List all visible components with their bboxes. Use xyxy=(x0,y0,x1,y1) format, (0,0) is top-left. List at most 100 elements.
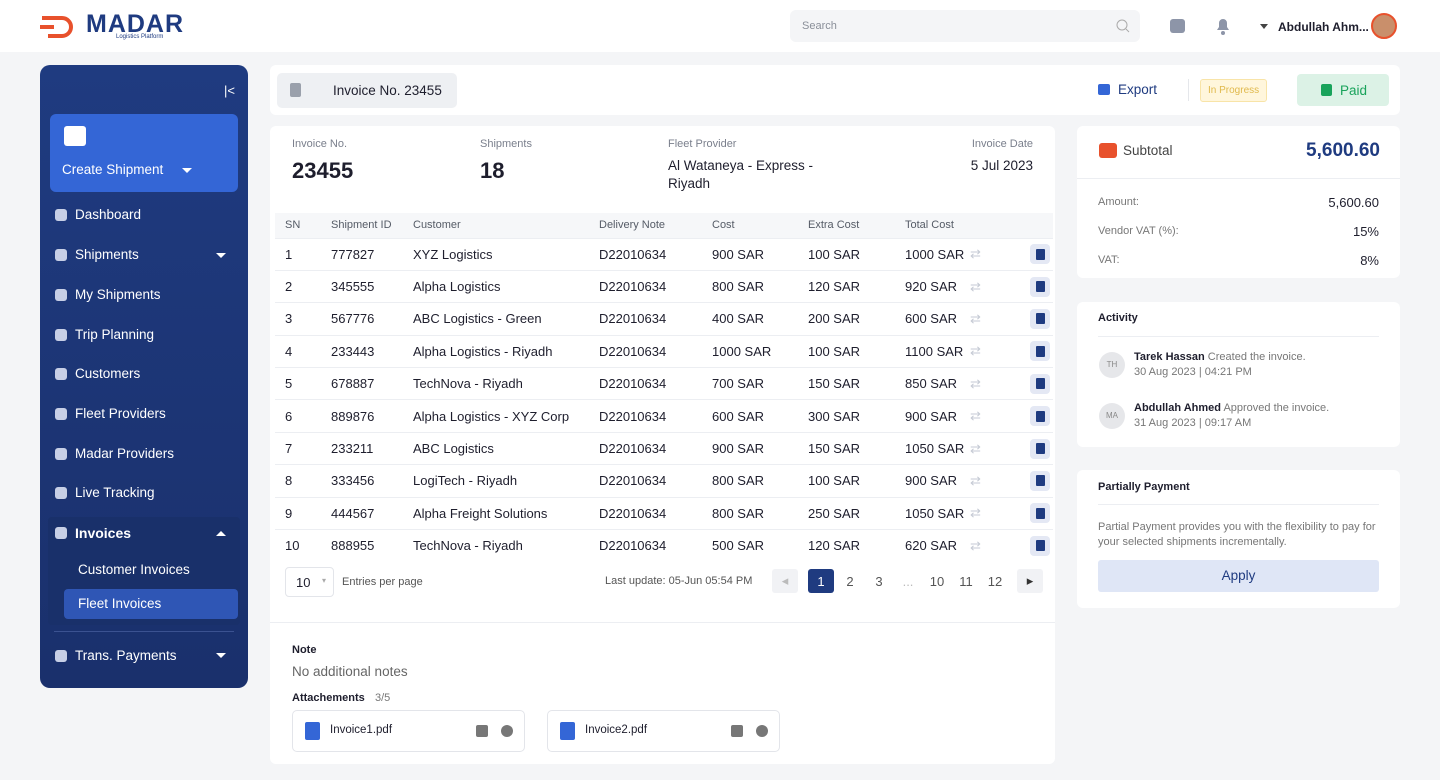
nav-item[interactable]: Fleet Providers xyxy=(55,406,166,421)
nav-item[interactable]: Shipments xyxy=(55,247,139,262)
sub-nav-active[interactable]: Fleet Invoices xyxy=(64,589,238,619)
download-button[interactable] xyxy=(476,725,488,737)
page-button[interactable]: 12 xyxy=(987,573,1003,589)
avatar: TH xyxy=(1099,352,1125,378)
nav-item[interactable]: My Shipments xyxy=(55,287,161,302)
table-cell: 300 SAR xyxy=(798,399,895,433)
doc-button[interactable] xyxy=(1030,244,1050,265)
file-name: Invoice2.pdf xyxy=(585,724,648,736)
create-caret xyxy=(182,168,192,173)
nav-icon xyxy=(55,208,67,221)
file-name: Invoice1.pdf xyxy=(330,724,393,736)
page-button[interactable]: ... xyxy=(902,573,914,589)
table-cell: 800 SAR xyxy=(702,496,798,530)
swap-icon[interactable]: ⇄ xyxy=(970,440,981,456)
next-page[interactable]: ▸ xyxy=(1017,569,1043,593)
swap-icon[interactable]: ⇄ xyxy=(970,278,981,294)
nav-item[interactable]: Customers xyxy=(55,366,140,381)
swap-icon[interactable]: ⇄ xyxy=(970,246,981,262)
summary-value: 5 Jul 2023 xyxy=(970,158,1033,173)
page-button[interactable]: 10 xyxy=(929,573,945,589)
doc-cell xyxy=(1020,496,1053,530)
doc-button[interactable] xyxy=(1030,535,1050,556)
paid-button[interactable]: Paid xyxy=(1297,74,1389,106)
swap-cell: ⇄ xyxy=(960,529,1020,562)
swap-icon[interactable]: ⇄ xyxy=(970,343,981,359)
table-cell: 1 xyxy=(275,237,321,271)
swap-icon[interactable]: ⇄ xyxy=(970,472,981,488)
doc-cell xyxy=(1020,399,1053,433)
doc-button[interactable] xyxy=(1030,406,1050,427)
doc-icon xyxy=(1035,345,1045,357)
table-cell: Alpha Logistics - XYZ Corp xyxy=(403,399,589,433)
table-body: 1 777827 XYZ Logistics D22010634 900 SAR 100 … xyxy=(275,237,1053,562)
page-size-select[interactable]: 10 ▾ xyxy=(285,567,334,597)
swap-icon[interactable]: ⇄ xyxy=(970,505,981,521)
prev-page[interactable]: ◂ xyxy=(772,569,798,593)
table-row: 1 777827 XYZ Logistics D22010634 900 SAR 100 … xyxy=(275,237,1053,271)
page-button[interactable]: 2 xyxy=(846,573,854,589)
table-cell: D22010634 xyxy=(589,431,702,465)
export-button[interactable]: Export xyxy=(1118,82,1158,97)
swap-cell: ⇄ xyxy=(960,367,1020,400)
user-avatar[interactable] xyxy=(1371,13,1397,39)
activity-user: Abdullah Ahmed xyxy=(1134,402,1221,414)
search-box[interactable]: Search xyxy=(790,10,1140,42)
user-name[interactable]: Abdullah Ahm... xyxy=(1278,20,1369,34)
activity-time: 30 Aug 2023 | 04:21 PM xyxy=(1134,366,1252,378)
nav-item[interactable]: Trip Planning xyxy=(55,327,154,342)
table-cell: Alpha Logistics xyxy=(403,269,589,303)
table-cell: 888955 xyxy=(321,529,403,562)
table-cell: 900 SAR xyxy=(702,431,798,465)
file-icon xyxy=(560,722,575,740)
remove-button[interactable] xyxy=(501,725,513,737)
doc-button[interactable] xyxy=(1030,503,1050,524)
attachment[interactable]: Invoice2.pdf xyxy=(547,710,780,752)
page-button[interactable]: 3 xyxy=(875,573,883,589)
summary-value: 23455 xyxy=(292,158,354,183)
nav-item[interactable]: Invoices xyxy=(55,525,131,541)
attachment[interactable]: Invoice1.pdf xyxy=(292,710,525,752)
user-caret[interactable] xyxy=(1260,24,1268,29)
doc-cell xyxy=(1020,367,1053,400)
column-header: Customer xyxy=(403,213,589,238)
apply-button[interactable]: Apply xyxy=(1098,560,1379,592)
swap-icon[interactable]: ⇄ xyxy=(970,310,981,326)
table-cell: 233211 xyxy=(321,431,403,465)
sub-nav-item[interactable]: Customer Invoices xyxy=(78,562,190,577)
doc-button[interactable] xyxy=(1030,308,1050,329)
table-cell: Alpha Freight Solutions xyxy=(403,496,589,530)
table-cell: D22010634 xyxy=(589,269,702,303)
swap-icon[interactable]: ⇄ xyxy=(970,408,981,424)
swap-icon[interactable]: ⇄ xyxy=(970,375,981,391)
entries-label: Entries per page xyxy=(342,576,423,588)
collapse-button[interactable]: |< xyxy=(224,83,235,98)
help-icon[interactable] xyxy=(1170,19,1185,33)
table-cell: 10 xyxy=(275,529,321,562)
download-button[interactable] xyxy=(731,725,743,737)
swap-icon[interactable]: ⇄ xyxy=(970,537,981,553)
doc-icon xyxy=(1035,410,1045,422)
search-placeholder: Search xyxy=(802,20,837,32)
nav-label: Shipments xyxy=(75,247,139,262)
doc-button[interactable] xyxy=(1030,276,1050,297)
doc-button[interactable] xyxy=(1030,438,1050,459)
create-shipment-button[interactable]: Create Shipment xyxy=(50,114,238,192)
partial-payment-card: Partially Payment Partial Payment provid… xyxy=(1077,470,1400,608)
doc-button[interactable] xyxy=(1030,373,1050,394)
header-bar: Invoice No. 23455 Export In Progress Pai… xyxy=(270,65,1400,115)
remove-button[interactable] xyxy=(756,725,768,737)
activity-time: 31 Aug 2023 | 09:17 AM xyxy=(1134,417,1252,429)
nav-item[interactable]: Madar Providers xyxy=(55,446,174,461)
attachments-title: Attachements xyxy=(292,692,365,704)
swap-cell: ⇄ xyxy=(960,399,1020,433)
doc-button[interactable] xyxy=(1030,341,1050,362)
notification-icon[interactable] xyxy=(1215,16,1231,36)
page-button[interactable]: 11 xyxy=(959,573,973,589)
table-cell: 100 SAR xyxy=(798,334,895,368)
nav-item[interactable]: Live Tracking xyxy=(55,485,155,500)
page-button[interactable]: 1 xyxy=(808,569,834,593)
nav-item[interactable]: Trans. Payments xyxy=(55,648,177,663)
nav-item[interactable]: Dashboard xyxy=(55,207,141,222)
doc-button[interactable] xyxy=(1030,470,1050,491)
